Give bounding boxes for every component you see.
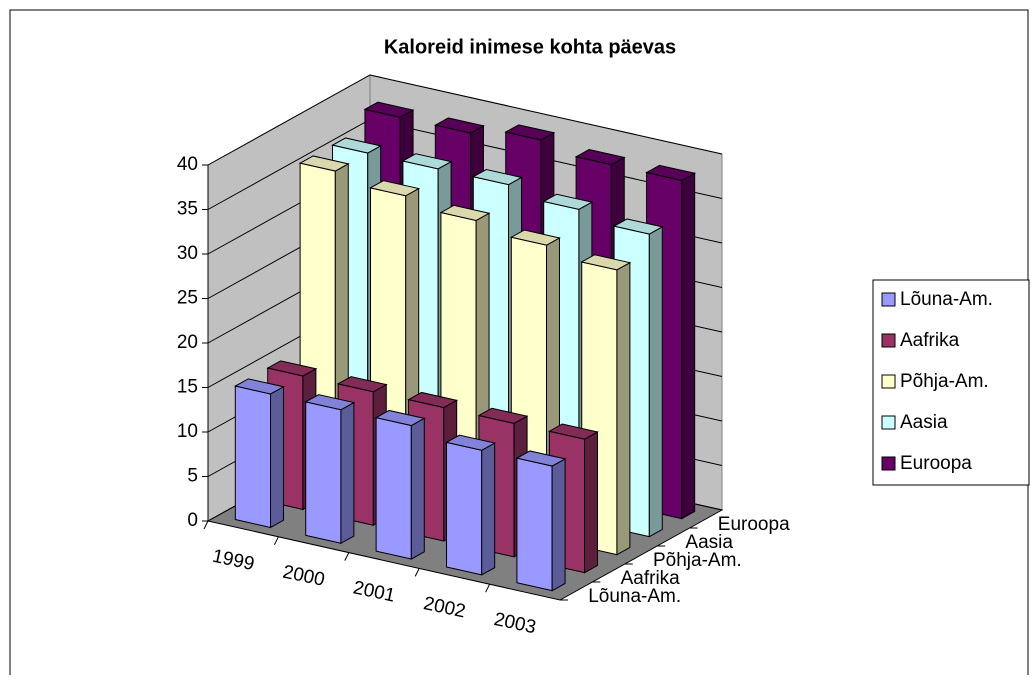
- x-tick: [344, 552, 350, 561]
- bar-top: [477, 407, 529, 424]
- bar-top: [266, 360, 318, 377]
- y-tick-label: 30: [177, 243, 198, 264]
- x-tick: [203, 520, 209, 530]
- x-tick: [485, 583, 491, 593]
- y-tick-label: 25: [177, 288, 198, 309]
- y-tick-label: 35: [177, 199, 198, 220]
- legend-swatch: [881, 374, 896, 389]
- bar-top: [336, 376, 388, 393]
- legend-label: Euroopa: [900, 453, 972, 474]
- y-tick-label: 40: [177, 154, 198, 175]
- bar-top: [574, 149, 626, 166]
- depth-tick-label: Põhja-Am.: [653, 550, 742, 571]
- bar-front: [375, 417, 412, 560]
- bar-top: [515, 450, 567, 467]
- legend-swatch: [881, 456, 896, 471]
- legend-label: Põhja-Am.: [900, 371, 989, 392]
- legend-swatch: [881, 415, 896, 430]
- bar-top: [645, 164, 697, 181]
- bar-top: [445, 434, 497, 451]
- bar-side: [340, 401, 355, 545]
- depth-tick-label: Aafrika: [621, 568, 681, 589]
- bar-top: [407, 391, 459, 409]
- bar-front: [516, 457, 553, 592]
- bar-top: [547, 423, 599, 440]
- x-tick: [273, 536, 279, 546]
- bar-front: [234, 385, 272, 529]
- bar-side: [270, 385, 284, 529]
- bar: [515, 450, 567, 592]
- bar-top: [580, 254, 632, 271]
- bar-side: [481, 442, 496, 576]
- depth-tick-label: Lõuna-Am.: [588, 586, 681, 607]
- grid-line: [207, 74, 723, 166]
- legend-swatch: [881, 333, 896, 348]
- legend-label: Aafrika: [900, 330, 960, 351]
- bar-side: [410, 417, 425, 560]
- y-tick-label: 0: [187, 510, 198, 531]
- bar-top: [298, 155, 350, 172]
- y-tick-label: 20: [177, 332, 198, 353]
- bar-side: [681, 172, 696, 520]
- bar-top: [504, 124, 556, 141]
- bar: [445, 434, 497, 576]
- bar-top: [331, 137, 383, 154]
- bar-side: [584, 431, 598, 574]
- y-tick-label: 5: [187, 466, 198, 487]
- bar: [233, 378, 285, 529]
- bar: [304, 394, 356, 545]
- depth-tick-label: Aasia: [685, 532, 733, 553]
- bar-side: [551, 458, 566, 592]
- legend-label: Lõuna-Am.: [900, 289, 993, 310]
- y-tick-label: 15: [177, 377, 198, 398]
- bar-top: [542, 193, 594, 210]
- chart-title: Kaloreid inimese kohta päevas: [384, 36, 676, 58]
- bar-side: [616, 261, 631, 556]
- bar-top: [401, 153, 453, 170]
- bar-top: [374, 409, 426, 427]
- bar-side: [648, 226, 663, 538]
- legend: [872, 279, 1030, 486]
- bar-front: [446, 441, 483, 576]
- bar-top: [233, 378, 285, 395]
- bar-front: [305, 401, 342, 544]
- bar-top: [509, 229, 561, 246]
- y-tick-label: 10: [177, 421, 198, 442]
- bar-top: [612, 218, 664, 235]
- bar-top: [369, 180, 421, 197]
- bar-top: [471, 169, 523, 186]
- depth-tick-label: Euroopa: [718, 514, 790, 535]
- bar-top: [433, 117, 485, 134]
- bar: [374, 409, 426, 560]
- bar-top: [363, 101, 415, 118]
- x-tick: [414, 568, 420, 577]
- bar-top: [439, 204, 491, 221]
- legend-label: Aasia: [900, 412, 948, 433]
- legend-swatch: [881, 292, 896, 307]
- bar-top: [304, 394, 356, 411]
